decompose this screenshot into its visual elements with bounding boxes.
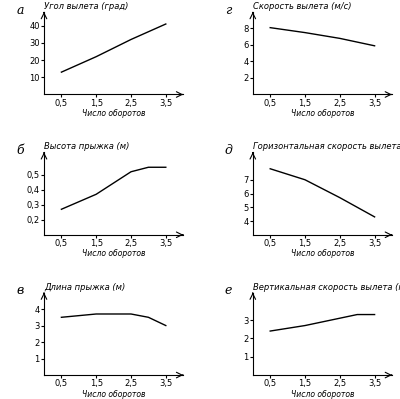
X-axis label: Число оборотов: Число оборотов — [82, 389, 145, 399]
Text: Скорость вылета (м/с): Скорость вылета (м/с) — [253, 2, 351, 11]
Text: Длина прыжка (м): Длина прыжка (м) — [44, 283, 125, 292]
Text: Вертикальная скорость вылета (м/с): Вертикальная скорость вылета (м/с) — [253, 283, 400, 292]
X-axis label: Число оборотов: Число оборотов — [82, 249, 145, 258]
Text: Угол вылета (град): Угол вылета (град) — [44, 2, 128, 11]
Text: е: е — [225, 284, 232, 297]
Text: в: в — [16, 284, 24, 297]
X-axis label: Число оборотов: Число оборотов — [291, 249, 354, 258]
X-axis label: Число оборотов: Число оборотов — [291, 109, 354, 118]
Text: а: а — [16, 4, 24, 17]
Text: б: б — [16, 144, 24, 157]
Text: г: г — [225, 4, 231, 17]
X-axis label: Число оборотов: Число оборотов — [291, 389, 354, 399]
Text: Горизонтальная скорость вылета (м/с): Горизонтальная скорость вылета (м/с) — [253, 142, 400, 152]
Text: д: д — [225, 144, 233, 157]
Text: Высота прыжка (м): Высота прыжка (м) — [44, 142, 129, 152]
X-axis label: Число оборотов: Число оборотов — [82, 109, 145, 118]
